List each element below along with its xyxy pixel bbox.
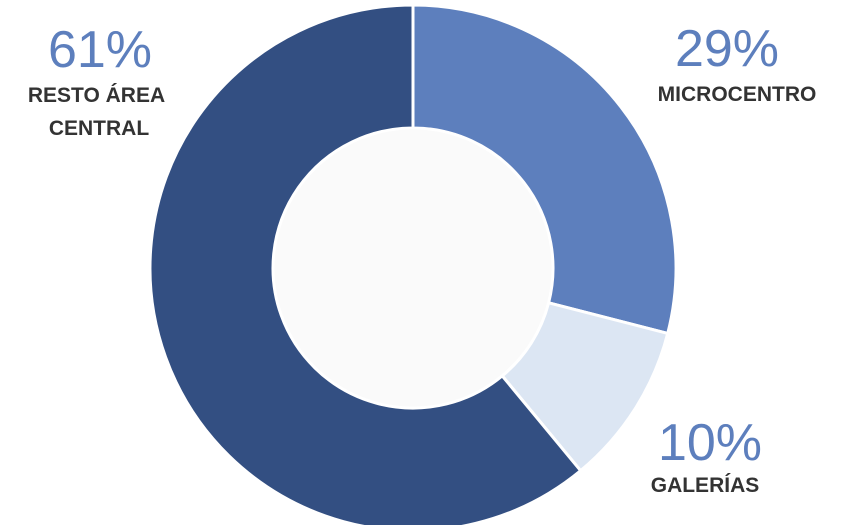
donut-slice-microcentro [411, 3, 678, 335]
donut-slices [148, 3, 678, 525]
slice-category-label-microcentro: MICROCENTRO [658, 83, 817, 106]
donut-slice-resto-area-central [148, 3, 583, 525]
slice-value-label-resto-area-central: 61% [48, 21, 152, 79]
slice-category-label-galerias: GALERÍAS [651, 474, 760, 497]
donut-hole [274, 129, 552, 407]
slice-category-label-resto-area-central: RESTO ÁREA CENTRAL [28, 84, 170, 140]
slice-value-label-microcentro: 29% [675, 20, 779, 78]
slice-value-label-galerias: 10% [658, 414, 762, 472]
